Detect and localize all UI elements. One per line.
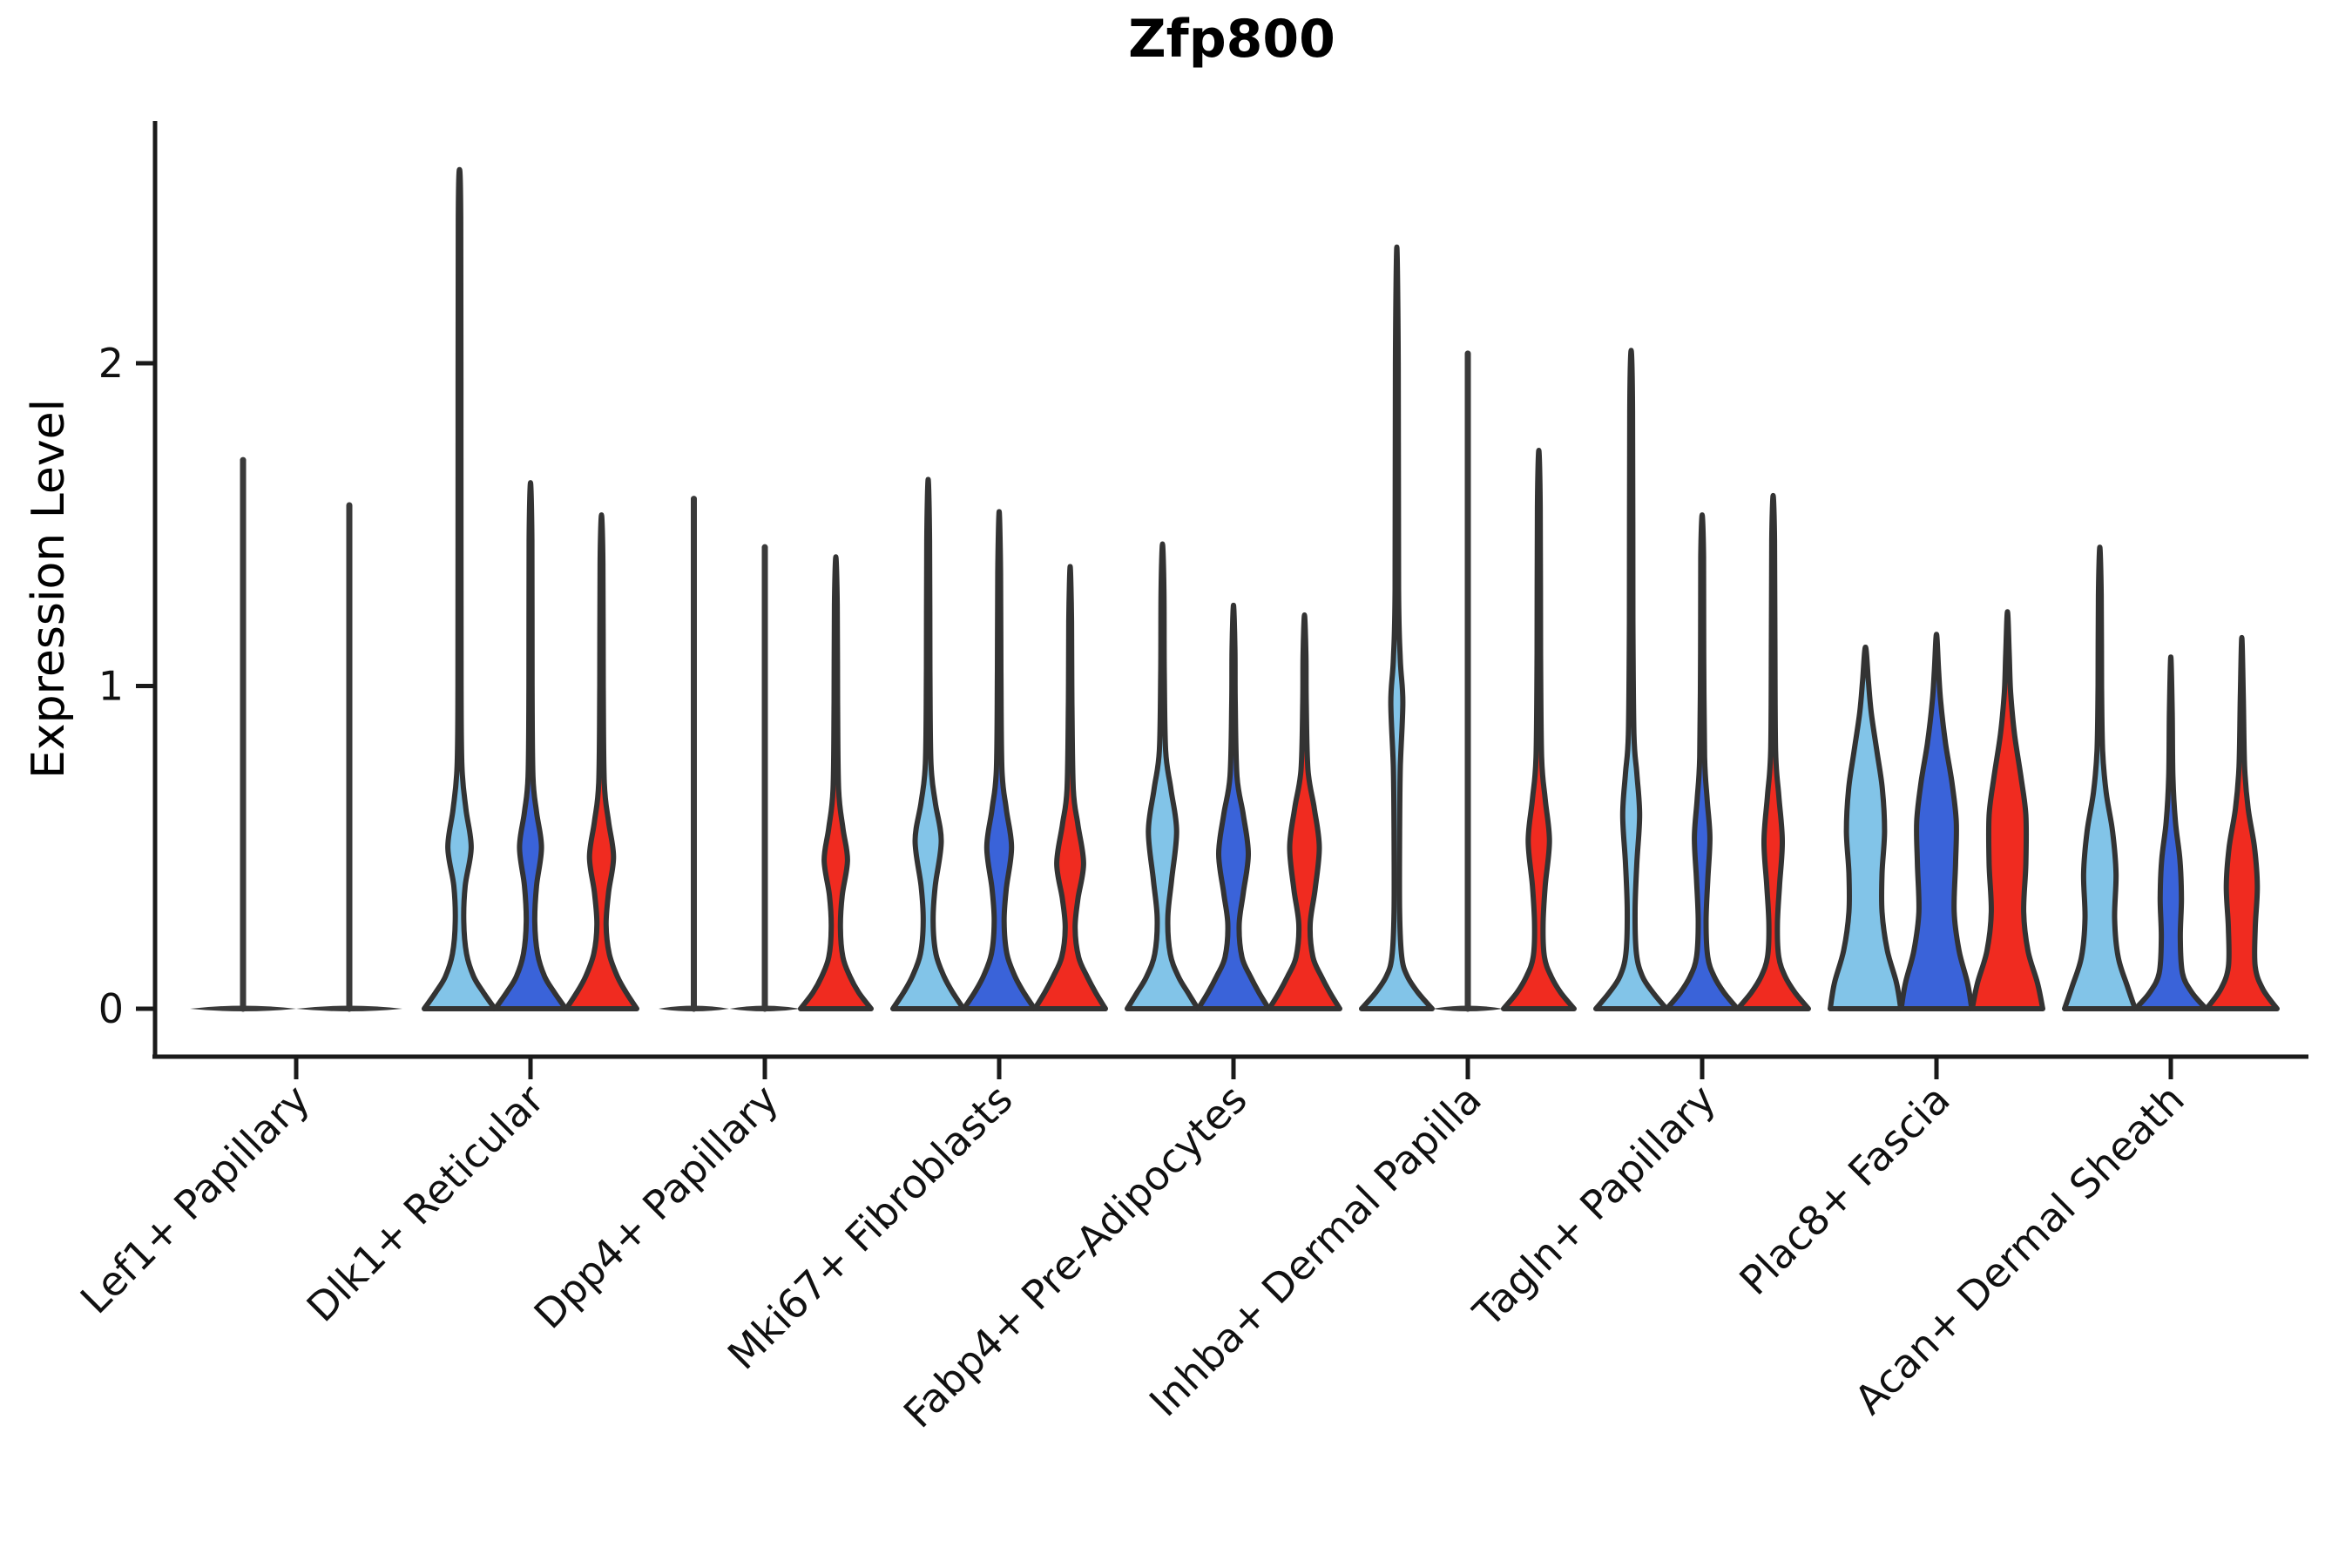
violin-g8-s3 [1970, 609, 2045, 1011]
y-tick-label: 2 [98, 340, 124, 387]
violin-g2-s2 [492, 480, 569, 1011]
x-tick-label: Tagln+ Papillary [1463, 1076, 1725, 1337]
violin-g6-s1 [1359, 244, 1435, 1011]
chart-title: Zfp800 [1128, 9, 1335, 70]
y-tick-label: 1 [98, 663, 124, 710]
violin-g2-s3 [564, 512, 639, 1011]
violin-g3-s3 [798, 554, 874, 1011]
violin-g5-s3 [1267, 612, 1342, 1011]
violin-g2-s1 [422, 166, 497, 1011]
violin-g9-s2 [2132, 654, 2209, 1011]
x-tick-label: Dpp4+ Papillary [525, 1076, 787, 1338]
violin-g9-s1 [2062, 544, 2138, 1011]
violin-g4-s2 [961, 509, 1037, 1011]
violin-g6-s3 [1501, 448, 1577, 1011]
x-tick-label: Plac8+ Fascia [1730, 1076, 1958, 1304]
y-tick-label: 0 [98, 985, 124, 1032]
violin-g9-s3 [2204, 634, 2280, 1011]
violin-g8-s1 [1828, 645, 1903, 1011]
violin-g5-s2 [1195, 602, 1272, 1011]
violin-g8-s2 [1898, 632, 1975, 1011]
violin-g4-s1 [890, 476, 966, 1011]
violin-g5-s1 [1125, 541, 1200, 1011]
violin-g7-s3 [1735, 492, 1811, 1011]
violin-g4-s3 [1032, 564, 1108, 1011]
y-axis-label: Expression Level [23, 398, 75, 780]
x-tick-label: Lef1+ Papillary [71, 1076, 319, 1323]
violin-g7-s1 [1593, 348, 1669, 1011]
x-tick-label: Dlk1+ Reticular [298, 1076, 553, 1331]
violin-g7-s2 [1664, 512, 1740, 1011]
